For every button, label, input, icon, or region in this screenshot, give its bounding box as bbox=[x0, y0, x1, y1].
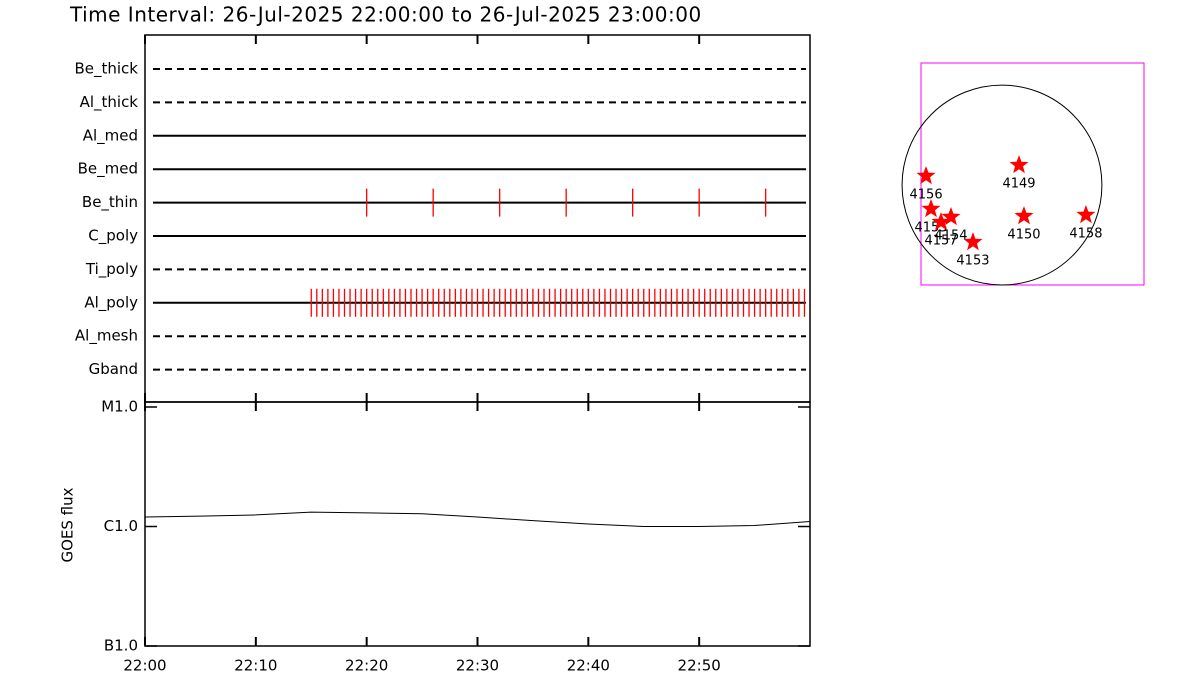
x-tick-label: 22:30 bbox=[456, 657, 499, 675]
active-region bbox=[1009, 155, 1029, 174]
active-region bbox=[931, 212, 951, 231]
row-label: Be_med bbox=[78, 160, 138, 179]
row-label: Gband bbox=[89, 360, 138, 378]
active-region bbox=[916, 166, 936, 185]
y-tick-label: C1.0 bbox=[104, 517, 138, 535]
region-label: 4157 bbox=[924, 234, 957, 249]
row-label: Be_thin bbox=[82, 193, 138, 212]
x-tick-label: 22:00 bbox=[123, 657, 166, 675]
row-label: Al_thick bbox=[80, 93, 139, 112]
y-tick-label: M1.0 bbox=[101, 398, 138, 416]
active-region bbox=[921, 199, 941, 218]
region-label: 4149 bbox=[1002, 177, 1035, 192]
region-label: 4150 bbox=[1007, 228, 1040, 243]
x-tick-label: 22:20 bbox=[345, 657, 388, 675]
x-tick-label: 22:40 bbox=[567, 657, 610, 675]
timeline-frame bbox=[144, 34, 811, 403]
active-region bbox=[941, 207, 961, 226]
region-label: 4156 bbox=[910, 187, 943, 202]
row-label: C_poly bbox=[88, 227, 138, 246]
active-region bbox=[1076, 205, 1096, 224]
row-label: Al_poly bbox=[84, 293, 138, 312]
chart-title: Time Interval: 26-Jul-2025 22:00:00 to 2… bbox=[69, 3, 702, 27]
active-region bbox=[1014, 206, 1034, 225]
region-label: 4158 bbox=[1069, 227, 1102, 242]
y-axis-label: GOES flux bbox=[59, 487, 77, 562]
row-label: Ti_poly bbox=[85, 260, 138, 279]
map-frame bbox=[920, 62, 1145, 286]
region-label: 4154 bbox=[934, 229, 967, 244]
row-label: Be_thick bbox=[74, 60, 138, 79]
x-tick-label: 22:10 bbox=[234, 657, 277, 675]
x-tick-label: 22:50 bbox=[678, 657, 721, 675]
solar-limb bbox=[901, 84, 1103, 286]
row-label: Al_mesh bbox=[75, 327, 138, 346]
region-label: 4153 bbox=[956, 254, 989, 269]
y-tick-label: B1.0 bbox=[104, 637, 138, 655]
row-label: Al_med bbox=[83, 126, 138, 145]
goes-curve bbox=[144, 511, 811, 527]
active-region bbox=[963, 232, 983, 251]
goes-frame bbox=[144, 401, 811, 647]
